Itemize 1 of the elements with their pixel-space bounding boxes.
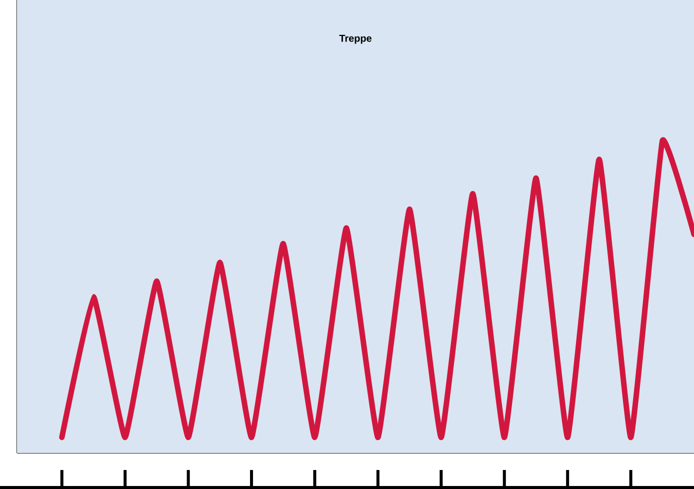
chart-title: Treppe bbox=[339, 34, 372, 44]
